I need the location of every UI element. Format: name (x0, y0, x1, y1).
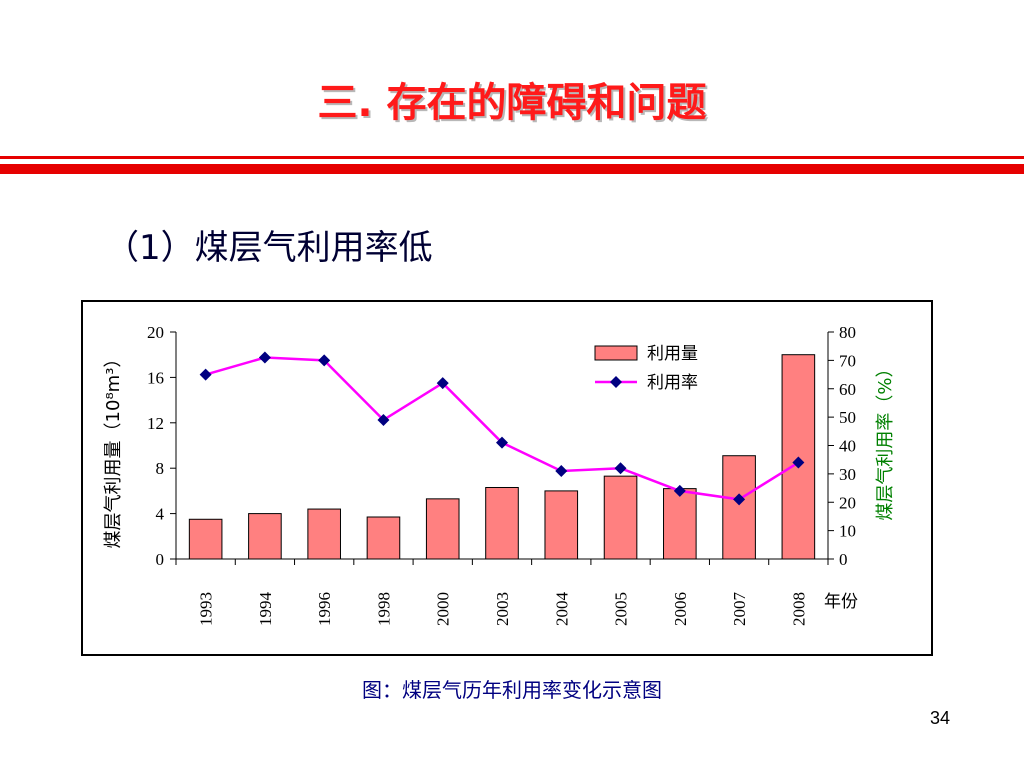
rate-point-2004 (555, 465, 568, 478)
left-tick-label: 16 (147, 368, 164, 387)
legend-bar-label: 利用量 (647, 344, 698, 364)
x-tick-label: 2005 (612, 592, 631, 626)
right-tick-label: 40 (839, 437, 856, 456)
x-tick-label: 2008 (789, 592, 808, 626)
rate-point-1993 (199, 368, 212, 381)
section-heading: （1）煤层气利用率低 (105, 228, 433, 268)
x-tick-label: 2006 (671, 592, 690, 626)
title-rule-thin (0, 156, 1024, 159)
rate-line (205, 356, 800, 501)
right-tick-label: 50 (839, 408, 856, 427)
legend-line-label: 利用率 (647, 373, 698, 393)
left-tick-label: 0 (156, 550, 165, 569)
bar-1994 (248, 513, 282, 560)
rate-point-2000 (436, 377, 449, 390)
x-tick-label: 2007 (730, 592, 749, 627)
rate-point-2005 (614, 462, 627, 475)
right-tick-label: 60 (839, 380, 856, 399)
left-tick-label: 12 (147, 414, 164, 433)
chart-frame: 0 4 8 12 16 20 0 10 20 30 40 50 60 70 80 1993 1994 1996 19… (81, 300, 933, 656)
bar-1996 (307, 508, 341, 560)
x-tick-label: 1994 (256, 592, 275, 627)
slide-title: 三. 存在的障碍和问题 (317, 80, 707, 126)
bar-1993 (188, 518, 223, 560)
bar-2007 (722, 455, 756, 560)
page-number: 34 (930, 708, 951, 728)
left-tick-label: 8 (156, 459, 165, 478)
right-tick-label: 80 (839, 323, 856, 342)
bar-2006 (663, 488, 697, 560)
bar-2004 (544, 490, 579, 560)
bar-2003 (485, 486, 519, 560)
y2-axis-label: 煤层气利用率（%） (875, 359, 896, 520)
left-tick-label: 20 (147, 323, 164, 342)
x-tick-label: 2003 (493, 592, 512, 626)
x-axis-label: 年份 (824, 592, 858, 612)
right-tick-label: 10 (839, 522, 856, 541)
rate-point-1994 (258, 351, 271, 364)
bar-2005 (603, 475, 638, 560)
x-tick-label: 2004 (552, 592, 571, 627)
combo-chart: 0 4 8 12 16 20 0 10 20 30 40 50 60 70 80 1993 1994 1996 19… (103, 323, 896, 627)
rate-point-2006 (673, 484, 686, 497)
figure-caption: 图：煤层气历年利用率变化示意图 (362, 678, 662, 702)
left-tick-label: 4 (156, 505, 165, 524)
right-tick-label: 20 (839, 493, 856, 512)
x-tick-label: 2000 (434, 592, 453, 626)
bar-2000 (425, 498, 460, 560)
legend-bar-swatch (594, 345, 638, 361)
rate-point-1998 (377, 413, 390, 426)
right-tick-label: 30 (839, 465, 856, 484)
right-tick-label: 70 (839, 351, 856, 370)
rate-point-2007 (733, 493, 746, 506)
right-tick-label: 0 (839, 550, 848, 569)
x-tick-label: 1996 (315, 592, 334, 626)
title-rule-thick (0, 164, 1024, 174)
rate-point-2008 (792, 456, 805, 469)
legend-marker-swatch (610, 376, 622, 388)
rate-point-1996 (318, 354, 331, 367)
x-tick-label: 1998 (374, 592, 393, 626)
y-axis-label: 煤层气利用量（10⁸m³） (103, 350, 124, 549)
x-tick-label: 1993 (197, 592, 216, 626)
bar-1998 (366, 516, 401, 560)
rate-point-2003 (496, 436, 508, 449)
